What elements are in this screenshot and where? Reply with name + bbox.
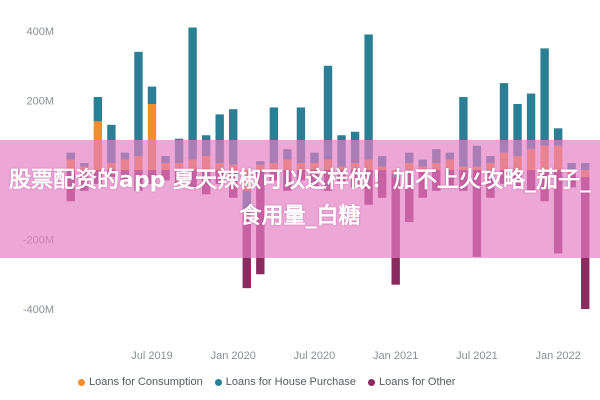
overlay-headline: 股票配资的app 夏天辣椒可以这样做！加不上火攻略_茄子_食用量_白糖: [8, 168, 591, 229]
bar-segment-house-purchase[interactable]: [269, 107, 279, 164]
legend-label: Loans for Consumption: [89, 376, 203, 388]
legend-marker-house-purchase: [214, 378, 222, 386]
x-tick-label: Jan 2020: [211, 350, 256, 362]
bar-segment-house-purchase[interactable]: [323, 65, 333, 160]
bar-segment-house-purchase[interactable]: [499, 83, 509, 153]
x-tick-label: Jul 2020: [294, 350, 336, 362]
bar-segment-house-purchase[interactable]: [134, 51, 143, 157]
bar-segment-house-purchase[interactable]: [296, 107, 306, 164]
bar-segment-house-purchase[interactable]: [459, 97, 468, 167]
legend-marker-other: [367, 378, 375, 386]
legend: Loans for Consumption Loans for House Pu…: [78, 374, 455, 390]
legend-marker-consumption: [78, 378, 85, 386]
bar-segment-house-purchase[interactable]: [215, 114, 224, 164]
bar-segment-house-purchase[interactable]: [93, 97, 103, 122]
bar-segment-consumption[interactable]: [147, 103, 157, 170]
x-tick-label: Jul 2021: [456, 350, 498, 362]
bar-segment-house-purchase[interactable]: [147, 86, 157, 104]
y-tick-label: 400M: [26, 26, 54, 38]
x-axis: Jul 2019 Jan 2020 Jul 2020 Jan 2021 Jul 2021…: [131, 350, 581, 362]
bar-segment-house-purchase[interactable]: [364, 34, 373, 160]
legend-item-consumption[interactable]: Loans for Consumption: [78, 376, 203, 388]
bar-segment-house-purchase[interactable]: [540, 48, 549, 146]
overlay-banner: 股票配资的app 夏天辣椒可以这样做！加不上火攻略_茄子_食用量_白糖: [0, 140, 600, 258]
legend-item-other[interactable]: Loans for Other: [367, 376, 456, 388]
legend-label: Loans for House Purchase: [225, 376, 356, 388]
bar-segment-house-purchase[interactable]: [513, 103, 522, 157]
x-tick-label: Jul 2019: [131, 350, 173, 362]
bar-segment-house-purchase[interactable]: [526, 93, 536, 150]
legend-label: Loans for Other: [378, 376, 456, 388]
bar-segment-house-purchase[interactable]: [553, 128, 563, 146]
y-tick-label: -400M: [23, 304, 54, 316]
bar-segment-house-purchase[interactable]: [188, 27, 197, 160]
x-tick-label: Jan 2021: [373, 350, 418, 362]
bar-segment-house-purchase[interactable]: [229, 109, 238, 165]
x-tick-label: Jan 2022: [536, 350, 581, 362]
legend-item-house-purchase[interactable]: Loans for House Purchase: [214, 376, 356, 388]
y-tick-label: 200M: [26, 96, 54, 108]
